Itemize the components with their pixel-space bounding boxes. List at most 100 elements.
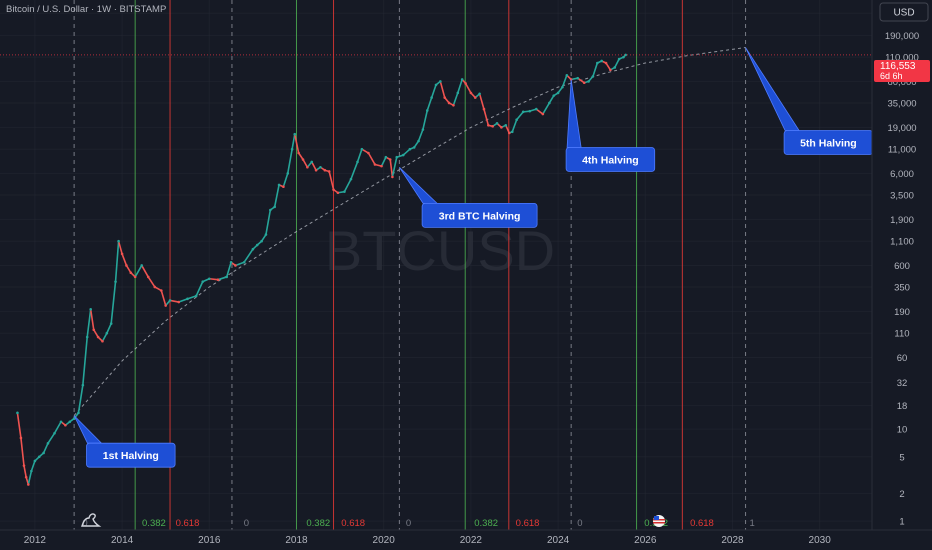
price-segment: [478, 92, 485, 110]
price-segment: [186, 295, 197, 300]
price-point: [521, 110, 525, 114]
price-point: [92, 328, 96, 332]
price-segment: [121, 253, 128, 267]
price-segment: [217, 276, 228, 281]
tradingview-logo-icon[interactable]: [81, 513, 102, 527]
price-segment: [483, 108, 490, 127]
currency-button-bg[interactable]: [879, 2, 929, 22]
currency-button-label[interactable]: USD: [893, 8, 914, 19]
price-point: [306, 165, 309, 169]
price-point: [125, 264, 128, 267]
price-point: [24, 475, 28, 479]
price-segment: [125, 264, 132, 274]
y-tick-label: 6,000: [890, 169, 914, 180]
price-point: [456, 91, 460, 95]
cycle-level-label: 0.382: [142, 518, 166, 529]
flag-stripe-2: [653, 522, 665, 524]
price-point: [293, 132, 297, 136]
price-segment: [225, 261, 232, 278]
price-point: [534, 107, 538, 111]
price-point: [367, 151, 370, 155]
price-point: [425, 109, 429, 112]
price-point: [46, 442, 50, 445]
price-segment: [456, 78, 463, 94]
time-axis-panel[interactable]: [0, 530, 932, 550]
price-point: [282, 185, 285, 189]
price-point: [251, 247, 255, 251]
price-point: [500, 126, 503, 129]
price-badge-bg: [874, 60, 930, 82]
price-point: [207, 277, 211, 281]
price-badge-countdown: 6d 6h: [880, 71, 903, 81]
currency-button[interactable]: USD: [879, 2, 929, 22]
price-segment: [282, 172, 289, 188]
price-point: [360, 147, 364, 151]
x-tick-label: 2030: [809, 535, 832, 546]
y-tick-label: 1,100: [890, 237, 914, 248]
price-segment: [343, 178, 352, 193]
price-point: [59, 420, 63, 424]
price-segment: [291, 133, 296, 150]
price-segment: [117, 240, 123, 255]
price-point: [22, 464, 26, 467]
price-point: [443, 96, 447, 99]
price-segment: [422, 109, 429, 131]
y-tick-label: 2: [899, 489, 904, 500]
y-tick-label: 60: [897, 353, 908, 364]
y-tick-label: 350: [894, 282, 910, 293]
price-point: [234, 264, 237, 267]
price-segment: [195, 280, 204, 297]
price-segment: [23, 464, 27, 478]
price-point: [380, 164, 383, 168]
annotation-label: 3rd BTC Halving: [439, 210, 521, 222]
y-tick-label: 32: [897, 378, 908, 389]
price-segment: [101, 332, 108, 343]
price-point: [264, 233, 268, 236]
us-flag-icon[interactable]: [653, 515, 665, 527]
price-point: [332, 188, 335, 191]
y-tick-label: 5: [899, 452, 904, 463]
price-segment: [402, 148, 411, 156]
price-segment: [391, 156, 398, 178]
y-tick-label: 60,000: [887, 77, 916, 88]
price-segment: [350, 161, 359, 180]
price-point: [201, 280, 205, 283]
price-point: [101, 339, 104, 343]
price-point: [507, 131, 511, 135]
price-point: [168, 299, 172, 302]
price-point: [591, 75, 595, 78]
price-point: [53, 431, 56, 435]
price-point: [473, 96, 477, 99]
cycle-level-label: 1: [749, 518, 754, 529]
price-point: [487, 124, 490, 127]
price-segment: [504, 124, 511, 134]
price-axis-panel[interactable]: [872, 0, 932, 530]
price-point: [565, 73, 569, 77]
price-segment: [160, 289, 167, 307]
price-segment: [293, 133, 300, 154]
price-point: [552, 94, 556, 97]
y-tick-label: 190,000: [885, 31, 919, 42]
price-point: [548, 101, 551, 105]
price-point: [33, 459, 37, 463]
price-segment: [86, 308, 92, 338]
price-segment: [548, 94, 555, 104]
x-tick-label: 2020: [373, 535, 396, 546]
price-segment: [380, 156, 387, 167]
price-point: [336, 191, 340, 195]
x-tick-label: 2026: [634, 535, 657, 546]
price-point: [421, 128, 425, 131]
price-segment: [389, 158, 394, 178]
annotation-box: [86, 442, 176, 468]
y-tick-label: 3,500: [890, 190, 914, 201]
price-point: [96, 335, 100, 339]
price-segment: [273, 184, 280, 208]
price-point: [439, 80, 442, 83]
x-tick-label: 2016: [198, 535, 221, 546]
y-tick-label: 1,900: [890, 215, 914, 226]
y-tick-label: 1: [899, 517, 904, 528]
price-segment: [535, 108, 544, 115]
price-segment: [53, 420, 62, 435]
price-point: [609, 68, 612, 72]
